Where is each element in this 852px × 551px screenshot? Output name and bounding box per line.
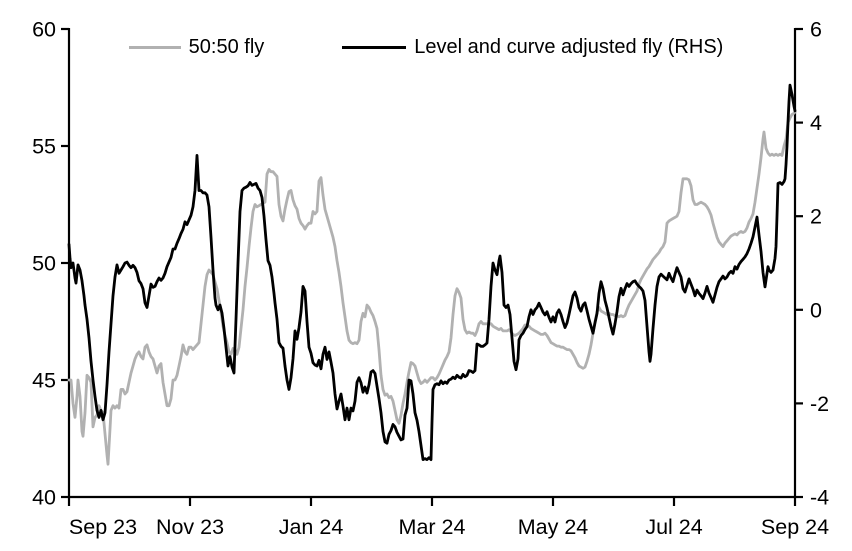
right-axis-tick-label: 2 bbox=[810, 205, 822, 229]
left-axis-tick-label: 45 bbox=[32, 369, 56, 393]
x-axis-tick-label: Jul 24 bbox=[645, 515, 702, 539]
left-axis-tick-label: 50 bbox=[32, 252, 56, 276]
x-axis-tick-label: Sep 24 bbox=[761, 515, 829, 539]
right-axis-tick-label: 4 bbox=[810, 111, 822, 135]
x-axis-tick-label: May 24 bbox=[518, 515, 589, 539]
x-axis-tick-label: Sep 23 bbox=[69, 515, 137, 539]
left-axis-tick-label: 40 bbox=[32, 486, 56, 510]
right-axis-tick-label: -4 bbox=[810, 486, 829, 510]
series-line-level-curve-adjusted-fly bbox=[67, 83, 797, 462]
right-axis-tick-label: 0 bbox=[810, 298, 822, 322]
series-line-5050-fly bbox=[67, 110, 797, 466]
x-axis-tick-label: Jan 24 bbox=[279, 515, 344, 539]
left-axis-tick-label: 60 bbox=[32, 18, 56, 42]
right-axis-tick-label: 6 bbox=[810, 18, 822, 42]
x-axis-tick-label: Mar 24 bbox=[399, 515, 466, 539]
right-axis-tick-label: -2 bbox=[810, 392, 829, 416]
x-axis-tick-label: Nov 23 bbox=[156, 515, 224, 539]
left-axis-tick-label: 55 bbox=[32, 135, 56, 159]
